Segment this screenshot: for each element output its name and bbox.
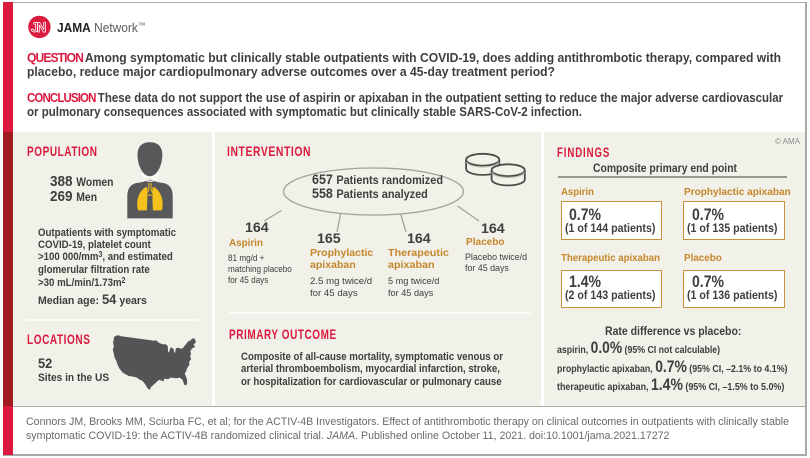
svg-text:J: J xyxy=(31,20,39,35)
svg-text:N: N xyxy=(37,20,47,35)
